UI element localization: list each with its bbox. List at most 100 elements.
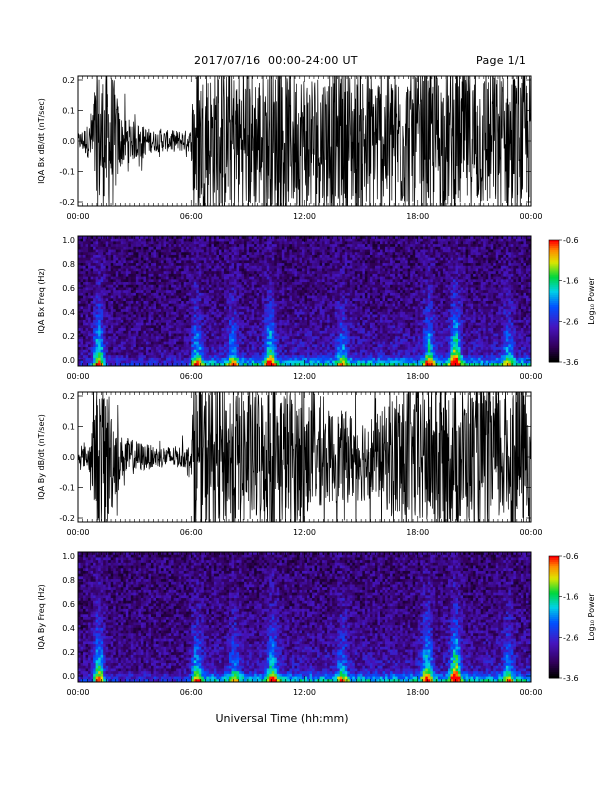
spectrogram-cell bbox=[123, 328, 126, 331]
spectrogram-cell bbox=[267, 282, 270, 285]
spectrogram-cell bbox=[249, 315, 252, 318]
spectrogram-cell bbox=[302, 344, 305, 347]
spectrogram-cell bbox=[242, 320, 245, 323]
spectrogram-cell bbox=[191, 323, 194, 326]
spectrogram-cell bbox=[179, 287, 182, 290]
spectrogram-cell bbox=[103, 241, 106, 244]
spectrogram-cell bbox=[181, 282, 184, 285]
spectrogram-cell bbox=[232, 306, 235, 309]
spectrogram-cell bbox=[136, 274, 139, 277]
spectrogram-cell bbox=[259, 331, 262, 334]
spectrogram-cell bbox=[234, 309, 237, 312]
spectrogram-cell bbox=[232, 258, 235, 261]
spectrogram-cell bbox=[206, 277, 209, 280]
spectrogram-cell bbox=[113, 350, 116, 353]
spectrogram-cell bbox=[151, 336, 154, 339]
spectrogram-cell bbox=[96, 244, 99, 247]
spectrogram-cell bbox=[146, 339, 149, 342]
spectrogram-cell bbox=[294, 312, 297, 315]
spectrogram-cell bbox=[214, 250, 217, 253]
spectrogram-cell bbox=[294, 269, 297, 272]
spectrogram-cell bbox=[154, 239, 157, 242]
spectrogram-cell bbox=[244, 250, 247, 253]
spectrogram-cell bbox=[83, 282, 86, 285]
spectrogram-cell bbox=[133, 277, 136, 280]
spectrogram-cell bbox=[216, 250, 219, 253]
spectrogram-cell bbox=[196, 317, 199, 320]
spectrogram-cell bbox=[199, 323, 202, 326]
spectrogram-cell bbox=[239, 323, 242, 326]
spectrogram-cell bbox=[242, 309, 245, 312]
spectrogram-cell bbox=[101, 285, 104, 288]
spectrogram-cell bbox=[101, 347, 104, 350]
spectrogram-cell bbox=[279, 279, 282, 282]
spectrogram-cell bbox=[96, 317, 99, 320]
spectrogram-cell bbox=[254, 317, 257, 320]
spectrogram-cell bbox=[101, 355, 104, 358]
spectrogram-cell bbox=[101, 247, 104, 250]
spectrogram-cell bbox=[113, 320, 116, 323]
spectrogram-cell bbox=[252, 304, 255, 307]
spectrogram-cell bbox=[269, 336, 272, 339]
spectrogram-cell bbox=[181, 304, 184, 307]
spectrogram-cell bbox=[269, 312, 272, 315]
spectrogram-cell bbox=[88, 241, 91, 244]
spectrogram-cell bbox=[254, 309, 257, 312]
spectrogram-cell bbox=[194, 315, 197, 318]
spectrogram-cell bbox=[237, 258, 240, 261]
spectrogram-cell bbox=[181, 301, 184, 304]
spectrogram-cell bbox=[201, 312, 204, 315]
spectrogram-cell bbox=[136, 306, 139, 309]
spectrogram-cell bbox=[148, 325, 151, 328]
spectrogram-cell bbox=[181, 339, 184, 342]
spectrogram-cell bbox=[259, 285, 262, 288]
spectrogram-cell bbox=[93, 325, 96, 328]
spectrogram-cell bbox=[141, 334, 144, 337]
spectrogram-cell bbox=[196, 263, 199, 266]
spectrogram-cell bbox=[186, 290, 189, 293]
spectrogram-cell bbox=[81, 271, 84, 274]
spectrogram-cell bbox=[164, 266, 167, 269]
spectrogram-cell bbox=[302, 298, 305, 301]
spectrogram-cell bbox=[216, 293, 219, 296]
spectrogram-cell bbox=[272, 358, 275, 361]
spectrogram-cell bbox=[224, 331, 227, 334]
spectrogram-cell bbox=[169, 250, 172, 253]
spectrogram-cell bbox=[234, 279, 237, 282]
spectrogram-cell bbox=[287, 361, 290, 364]
spectrogram-cell bbox=[272, 255, 275, 258]
spectrogram-cell bbox=[123, 298, 126, 301]
spectrogram-cell bbox=[196, 323, 199, 326]
spectrogram-cell bbox=[287, 334, 290, 337]
spectrogram-cell bbox=[224, 328, 227, 331]
spectrogram-cell bbox=[81, 277, 84, 280]
spectrogram-cell bbox=[244, 350, 247, 353]
spectrogram-cell bbox=[131, 282, 134, 285]
spectrogram-cell bbox=[292, 260, 295, 263]
spectrogram-cell bbox=[211, 309, 214, 312]
spectrogram-cell bbox=[259, 317, 262, 320]
spectrogram-cell bbox=[216, 266, 219, 269]
spectrogram-cell bbox=[93, 252, 96, 255]
spectrogram-cell bbox=[229, 258, 232, 261]
spectrogram-cell bbox=[154, 277, 157, 280]
spectrogram-cell bbox=[201, 347, 204, 350]
spectrogram-cell bbox=[274, 344, 277, 347]
spectrogram-cell bbox=[196, 277, 199, 280]
spectrogram-cell bbox=[108, 247, 111, 250]
spectrogram-cell bbox=[148, 315, 151, 318]
spectrogram-cell bbox=[264, 290, 267, 293]
spectrogram-cell bbox=[93, 328, 96, 331]
spectrogram-cell bbox=[289, 282, 292, 285]
spectrogram-cell bbox=[146, 277, 149, 280]
spectrogram-cell bbox=[121, 285, 124, 288]
spectrogram-cell bbox=[111, 304, 114, 307]
spectrogram-cell bbox=[219, 258, 222, 261]
spectrogram-cell bbox=[224, 271, 227, 274]
spectrogram-cell bbox=[211, 263, 214, 266]
spectrogram-cell bbox=[289, 323, 292, 326]
spectrogram-cell bbox=[128, 309, 131, 312]
spectrogram-cell bbox=[262, 342, 265, 345]
spectrogram-cell bbox=[299, 339, 302, 342]
spectrogram-cell bbox=[166, 241, 169, 244]
